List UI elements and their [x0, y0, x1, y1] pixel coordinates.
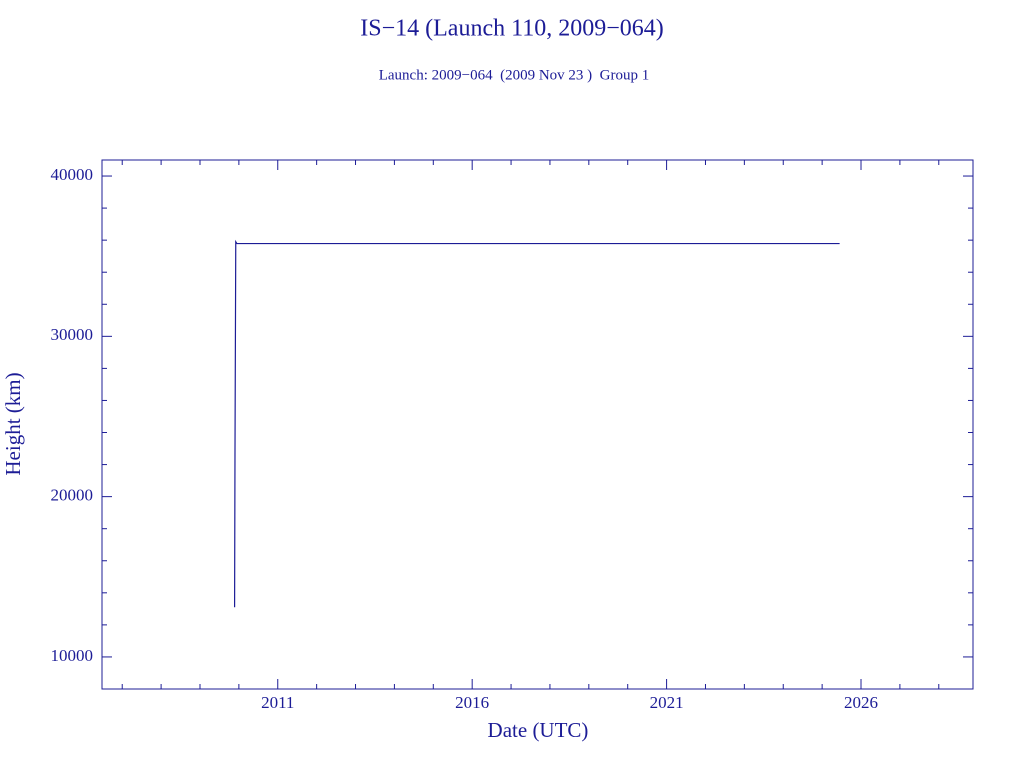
data-line: [233, 239, 840, 608]
x-tick-label: 2011: [261, 693, 294, 712]
y-tick-label: 10000: [51, 646, 94, 665]
chart-title: IS−14 (Launch 110, 2009−064): [360, 16, 663, 42]
y-axis-label: Height (km): [1, 372, 25, 475]
y-tick-label: 20000: [51, 486, 94, 505]
plot-frame: [101, 159, 974, 690]
x-tick-label: 2026: [844, 693, 878, 712]
x-tick-label: 2016: [455, 693, 489, 712]
chart-subtitle: Launch: 2009−064 (2009 Nov 23 ) Group 1: [379, 67, 650, 83]
y-tick-label: 30000: [51, 325, 94, 344]
x-tick-label: 2021: [650, 693, 684, 712]
x-axis-label: Date (UTC): [488, 718, 589, 742]
y-tick-label: 40000: [51, 165, 94, 184]
